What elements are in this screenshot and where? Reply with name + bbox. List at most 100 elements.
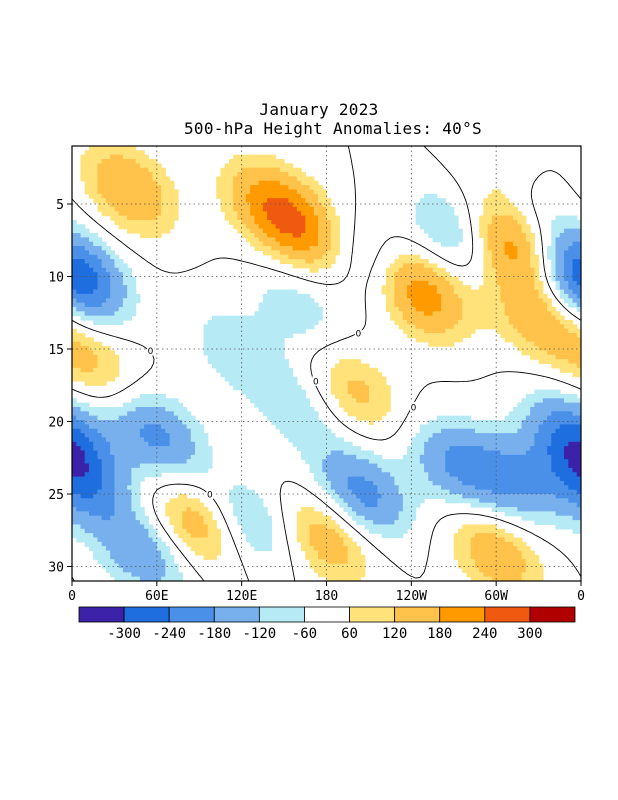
field-cell [326,228,332,234]
field-cell [258,228,264,234]
field-cell [530,328,535,334]
field-cell [445,485,451,491]
field-cell [118,163,124,169]
field-cell [241,494,247,499]
field-cell [296,193,302,199]
field-cell [76,450,82,456]
field-cell [305,298,311,304]
field-cell [521,350,527,356]
field-cell [105,202,111,208]
field-cell [428,224,434,230]
field-cell [521,485,527,491]
field-cell [530,320,535,325]
field-cell [564,472,569,478]
field-cell [84,350,90,356]
field-cell [415,459,421,465]
field-cell [292,250,298,256]
field-cell [542,311,548,317]
field-cell [122,494,128,499]
field-cell [517,267,523,273]
field-cell [296,389,302,395]
field-cell [186,424,192,430]
field-cell [267,341,272,347]
field-cell [139,446,145,452]
field-cell [479,315,485,321]
field-cell [411,320,417,325]
field-cell [258,402,264,408]
field-cell [199,433,205,439]
field-cell [233,376,239,382]
field-cell [313,189,319,195]
field-cell [496,502,502,508]
field-cell [542,472,548,478]
field-cell [487,211,493,217]
field-cell [542,389,548,395]
field-cell [551,346,557,352]
field-cell [504,480,510,486]
field-cell [568,228,574,234]
field-cell [279,293,285,299]
field-cell [390,485,395,491]
field-cell [72,459,77,465]
field-cell [572,350,578,356]
field-cell [330,250,336,256]
field-cell [301,241,306,247]
field-cell [84,463,90,469]
field-cell [559,346,565,352]
field-cell [525,437,531,443]
field-cell [84,185,90,191]
field-cell [479,428,485,434]
field-cell [530,267,535,273]
field-cell [131,289,137,295]
field-cell [105,463,111,469]
field-cell [76,272,82,278]
field-cell [173,463,179,469]
field-cell [508,411,514,417]
field-cell [364,363,370,369]
field-cell [568,467,574,473]
field-cell [258,385,264,391]
field-cell [432,272,438,278]
field-cell [296,202,302,208]
field-cell [292,393,298,399]
field-cell [110,285,116,291]
field-cell [258,367,264,373]
field-cell [80,167,86,173]
field-cell [84,176,90,182]
field-cell [165,502,171,508]
field-cell [279,428,285,434]
field-cell [551,398,557,404]
field-cell [538,402,544,408]
field-cell [245,167,251,173]
field-cell [254,219,260,225]
field-cell [165,463,171,469]
field-cell [534,276,540,282]
field-cell [182,494,188,499]
field-cell [555,350,561,356]
field-cell [530,254,535,260]
field-cell [496,472,502,478]
field-cell [250,241,255,247]
field-cell [508,311,514,317]
field-cell [135,167,141,173]
field-cell [254,172,260,178]
field-cell [555,215,561,221]
field-cell [513,254,518,260]
field-cell [500,480,506,486]
field-cell [428,293,434,299]
field-cell [398,272,404,278]
field-cell [445,337,451,343]
field-cell [233,202,239,208]
field-cell [525,428,531,434]
field-cell [241,167,247,173]
field-cell [525,254,531,260]
field-cell [84,167,90,173]
field-cell [309,193,315,199]
field-cell [322,215,328,221]
field-cell [496,241,502,247]
field-cell [500,315,506,321]
field-cell [241,206,247,212]
field-cell [309,315,315,321]
field-cell [97,280,103,286]
field-cell [551,324,557,330]
